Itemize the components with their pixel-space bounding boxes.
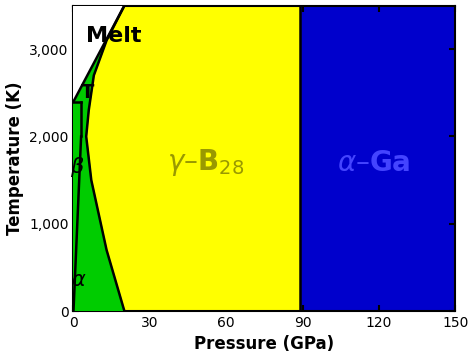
Text: T: T (81, 83, 94, 102)
Text: $\alpha$–Ga: $\alpha$–Ga (337, 149, 410, 177)
Text: $\beta$: $\beta$ (70, 155, 85, 179)
Text: Melt: Melt (86, 26, 142, 46)
Y-axis label: Temperature (K): Temperature (K) (6, 81, 24, 235)
Polygon shape (300, 5, 455, 311)
Text: $\gamma$–B$_{28}$: $\gamma$–B$_{28}$ (167, 147, 245, 178)
X-axis label: Pressure (GPa): Pressure (GPa) (194, 335, 335, 354)
Polygon shape (73, 5, 124, 102)
Polygon shape (73, 5, 124, 311)
Text: $\alpha$: $\alpha$ (71, 270, 86, 290)
Polygon shape (86, 5, 300, 311)
